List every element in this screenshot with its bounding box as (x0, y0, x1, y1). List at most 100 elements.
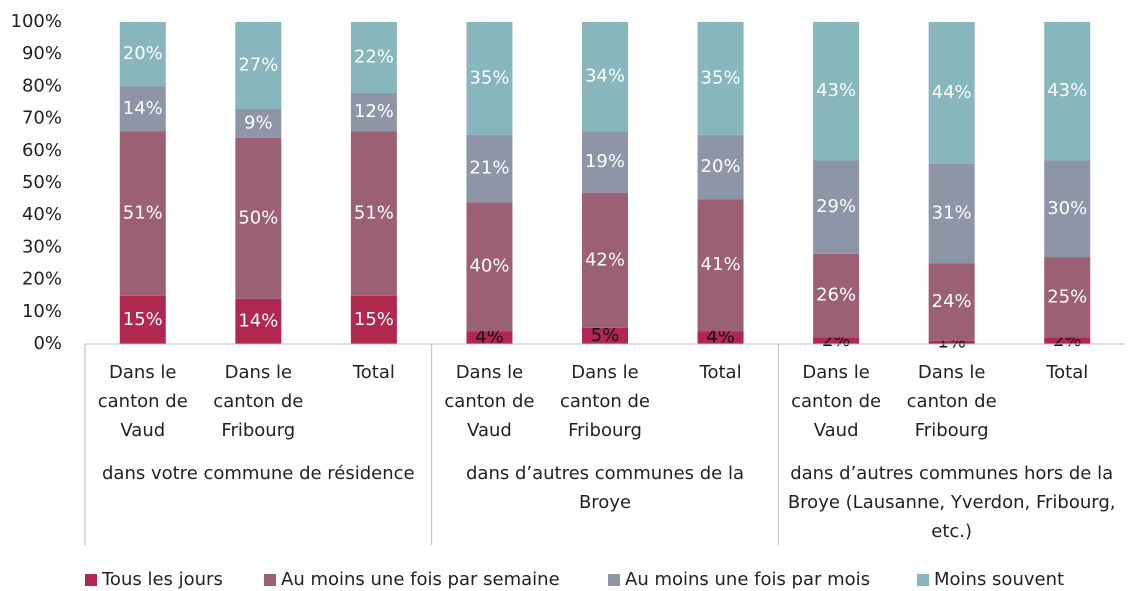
data-label: 43% (1047, 80, 1087, 101)
data-label: 26% (816, 285, 856, 306)
data-label: 20% (123, 43, 163, 64)
x-tick-label-line: Fribourg (568, 420, 642, 441)
bar-segment (119, 22, 166, 87)
x-tick-label-line: Fribourg (221, 420, 295, 441)
data-label: 24% (932, 291, 972, 312)
x-tick-label-line: Total (699, 362, 742, 383)
data-label: 29% (816, 196, 856, 217)
bar-segment (1044, 160, 1091, 258)
group-label: dans d’autres communes hors de la Broye (… (788, 463, 1116, 542)
bar-segment (350, 295, 397, 344)
bar-segment (813, 22, 860, 161)
x-tick-label-line: Dans le (225, 362, 292, 383)
bar-segment (235, 298, 282, 344)
y-tick-label: 10% (22, 301, 62, 322)
data-label: 27% (238, 54, 278, 75)
bar-segment (350, 131, 397, 296)
y-tick-label: 0% (33, 333, 62, 354)
data-label: 14% (238, 310, 278, 331)
data-label: 35% (701, 67, 741, 88)
bar-segment (928, 340, 975, 344)
bar-segment (119, 131, 166, 296)
legend-swatch (917, 574, 929, 586)
bar-segment (466, 22, 513, 135)
x-tick-label: Total (1045, 362, 1088, 383)
group-label-line: etc.) (931, 521, 972, 542)
bar-segment (582, 192, 628, 328)
data-label: 51% (354, 203, 394, 224)
x-tick-label-line: Vaud (814, 420, 859, 441)
group-label-line: Broye (Lausanne, Yverdon, Fribourg, (788, 492, 1116, 513)
bar-segment (813, 337, 860, 344)
bar-segment (582, 327, 628, 344)
x-tick-label-line: canton de (560, 391, 650, 412)
bar-segment (119, 86, 166, 132)
data-label: 15% (354, 309, 394, 330)
x-tick-label-line: Total (1045, 362, 1088, 383)
bar-segment (813, 253, 860, 338)
data-label: 44% (932, 82, 972, 103)
bar-segment (697, 331, 744, 344)
data-label: 50% (238, 207, 278, 228)
legend-label: Au moins une fois par semaine (281, 569, 560, 590)
x-tick-label-line: Dans le (571, 362, 638, 383)
data-label: 15% (123, 309, 163, 330)
x-tick-label-line: Total (352, 362, 395, 383)
bar-segment (928, 163, 975, 264)
x-tick-label-line: Dans le (456, 362, 523, 383)
x-tick-label: Dans le canton de Vaud (444, 362, 534, 441)
x-tick-label-line: Dans le (109, 362, 176, 383)
x-tick-label: Dans le canton de Fribourg (213, 362, 303, 441)
bar-segment (1044, 337, 1091, 344)
data-label: 41% (701, 254, 741, 275)
x-tick-label-line: canton de (444, 391, 534, 412)
bar-segment (466, 331, 513, 344)
bar-segment (235, 108, 282, 138)
bar-segment (235, 137, 282, 299)
y-tick-label: 40% (22, 204, 62, 225)
data-label: 25% (1047, 286, 1087, 307)
bar-segment (813, 160, 860, 254)
group-label-line: dans votre commune de résidence (102, 463, 415, 484)
y-tick-label: 20% (22, 269, 62, 290)
bar-segment (928, 22, 975, 164)
data-label: 51% (123, 203, 163, 224)
y-tick-label: 80% (22, 75, 62, 96)
bar-segment (1044, 257, 1091, 338)
bar-segment (697, 199, 744, 332)
bar-segment (928, 263, 975, 341)
bar-segment (466, 134, 513, 203)
x-tick-label: Dans le canton de Vaud (98, 362, 188, 441)
data-label: 42% (585, 249, 625, 270)
legend-label: Tous les jours (101, 569, 223, 590)
y-tick-label: 60% (22, 140, 62, 161)
legend-swatch (608, 574, 620, 586)
x-tick-label-line: canton de (791, 391, 881, 412)
x-tick-label: Dans le canton de Fribourg (560, 362, 650, 441)
bar-segment (350, 92, 397, 132)
group-label: dans votre commune de résidence (102, 463, 415, 484)
x-tick-label-line: Fribourg (915, 420, 989, 441)
x-tick-label: Dans le canton de Vaud (791, 362, 881, 441)
data-label: 43% (816, 80, 856, 101)
x-tick-label-line: Dans le (802, 362, 869, 383)
bar-segment (1044, 22, 1091, 161)
group-label-line: dans d’autres communes de la (466, 463, 744, 484)
x-tick-label: Total (352, 362, 395, 383)
legend-label: Moins souvent (934, 569, 1064, 590)
data-label: 22% (354, 46, 394, 67)
x-tick-label-line: canton de (213, 391, 303, 412)
bar-segment (697, 134, 744, 200)
data-label: 9% (244, 112, 273, 133)
bar-segment (350, 22, 397, 93)
group-label-line: Broye (579, 492, 631, 513)
data-label: 35% (469, 67, 509, 88)
y-tick-label: 70% (22, 108, 62, 129)
y-tick-label: 50% (22, 172, 62, 193)
y-tick-label: 30% (22, 236, 62, 257)
data-label: 4% (475, 327, 504, 348)
data-label: 12% (354, 101, 394, 122)
x-tick-label-line: Dans le (918, 362, 985, 383)
bar-segment (582, 22, 628, 132)
